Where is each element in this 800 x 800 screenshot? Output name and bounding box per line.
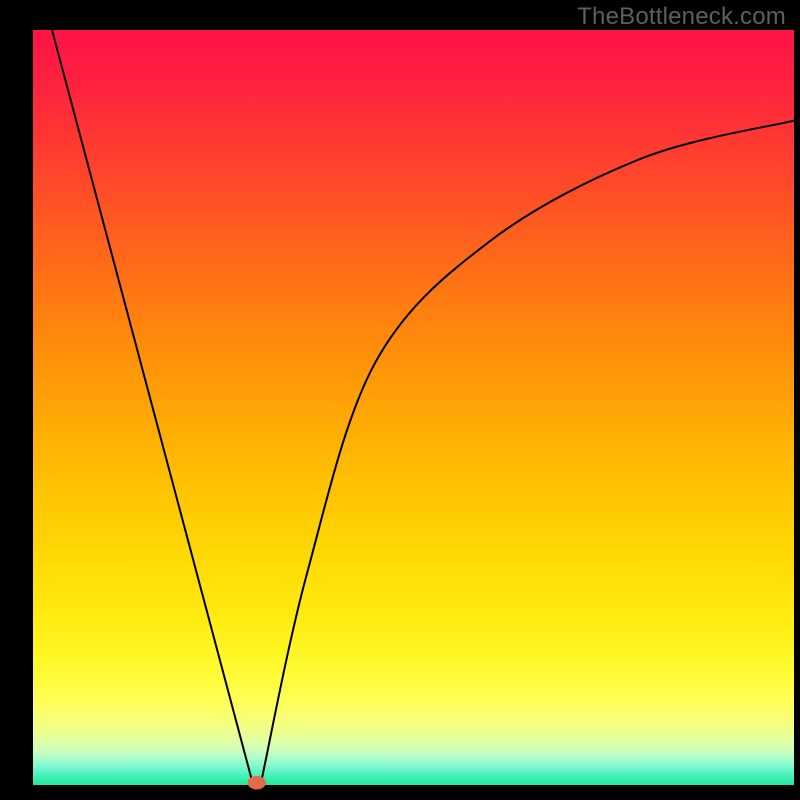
bottleneck-chart	[0, 0, 800, 800]
highlight-marker	[248, 776, 266, 790]
watermark-text: TheBottleneck.com	[577, 3, 786, 31]
plot-background	[33, 30, 794, 785]
chart-container: TheBottleneck.com	[0, 0, 800, 800]
